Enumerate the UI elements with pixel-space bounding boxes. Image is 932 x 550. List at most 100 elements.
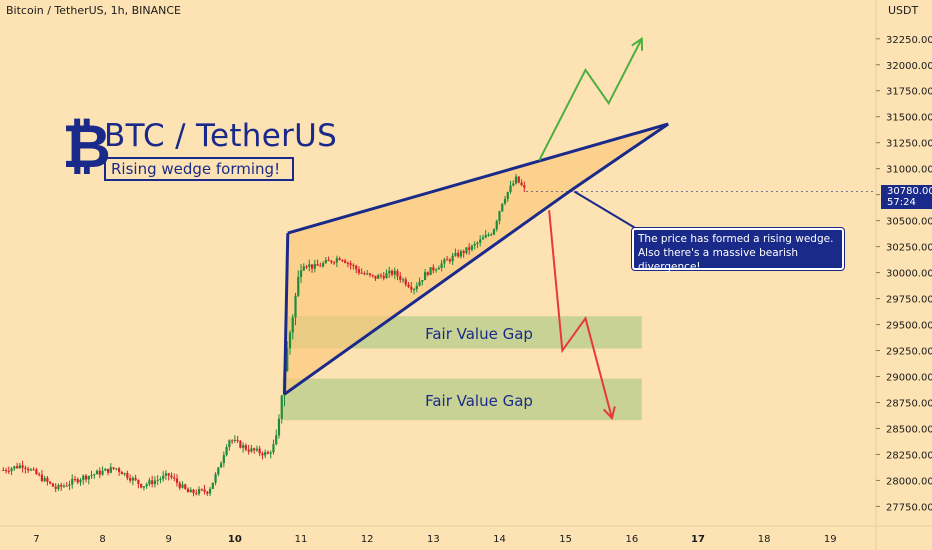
candle-body (189, 489, 192, 493)
candle-body (231, 440, 234, 442)
candle-body (324, 260, 327, 264)
candle-body (40, 474, 44, 482)
candle-body (7, 470, 10, 472)
candle-body (421, 280, 424, 282)
candle-body (484, 234, 487, 238)
candle-body (261, 453, 264, 456)
candle-body (4, 470, 8, 472)
candle-body (217, 467, 220, 475)
candle-body (349, 263, 352, 266)
candle-body (153, 480, 157, 485)
candle-body (313, 264, 316, 269)
y-tick-label: 29500.00 (886, 321, 932, 332)
candle-body (109, 467, 112, 473)
candle-body (495, 220, 498, 230)
candle-body (90, 475, 93, 477)
y-tick-label: 31750.00 (886, 87, 932, 98)
candle-body (60, 484, 63, 487)
candle-body (319, 265, 322, 267)
candle-body (117, 468, 121, 472)
x-tick-label: 7 (33, 534, 39, 545)
candle-body (277, 418, 281, 436)
candle-body (352, 265, 355, 267)
candle-body (366, 273, 369, 275)
candle-body (184, 484, 187, 489)
candle-body (137, 479, 140, 484)
last-price-tag: 30780.00 57:24 (881, 185, 932, 209)
candle-body (120, 471, 123, 475)
candle-body (459, 251, 463, 257)
candle-body (437, 267, 440, 270)
candle-body (54, 486, 57, 489)
candle-body (523, 185, 526, 188)
candle-body (35, 469, 38, 475)
candle-body (142, 486, 145, 488)
candle-body (470, 245, 474, 250)
wedge-upper-line (287, 122, 669, 235)
candle-body (32, 469, 35, 471)
candle-body (379, 275, 383, 277)
candle-body (368, 273, 372, 275)
candle-body (385, 273, 388, 279)
y-tick-label: 32250.00 (886, 35, 932, 46)
candle-body (186, 488, 190, 493)
candle-body (335, 258, 338, 263)
candle-body (239, 440, 242, 448)
candle-body (68, 484, 71, 486)
last-price-value: 30780.00 (887, 186, 932, 197)
candle-body (197, 489, 201, 494)
candle-body (440, 263, 443, 268)
candle-body (294, 295, 297, 318)
candle-body (27, 468, 30, 471)
candle-body (181, 484, 184, 488)
candle-body (355, 265, 358, 270)
candle-body (71, 478, 74, 485)
candle-body (426, 272, 429, 275)
y-tick-label: 28500.00 (886, 424, 932, 435)
bitcoin-icon: ₿ (62, 112, 111, 182)
candle-body (266, 452, 270, 454)
candle-body (412, 289, 416, 291)
candle-body (374, 275, 377, 279)
candle-body (498, 211, 501, 221)
candle-body (104, 468, 107, 471)
candle-body (272, 444, 275, 453)
wedge-callout: The price has formed a rising wedge. Als… (632, 228, 844, 273)
candle-body (468, 247, 471, 250)
candle-body (501, 203, 504, 212)
candle-body (492, 229, 496, 235)
candle-body (448, 259, 451, 262)
candle-body (465, 247, 468, 254)
candle-body (388, 270, 391, 274)
candle-body (346, 262, 349, 264)
candle-body (514, 176, 518, 184)
candle-body (21, 465, 24, 468)
candle-body (457, 252, 460, 257)
candle-body (134, 477, 137, 480)
y-tick-label: 30250.00 (886, 243, 932, 254)
candle-body (291, 317, 294, 333)
candle-body (399, 276, 402, 280)
y-tick-label: 29000.00 (886, 373, 932, 384)
candle-body (333, 262, 336, 264)
candle-body (242, 445, 245, 448)
candle-body (18, 465, 21, 469)
candle-body (418, 281, 421, 286)
x-tick-label: 11 (295, 534, 308, 545)
x-tick-label: 19 (824, 534, 837, 545)
candle-body (192, 489, 195, 494)
candle-body (269, 452, 272, 454)
candle-body (101, 470, 104, 475)
candle-body (308, 264, 311, 267)
y-tick-label: 31000.00 (886, 165, 932, 176)
candle-body (393, 270, 396, 275)
candle-body (211, 482, 214, 489)
candle-body (82, 475, 85, 481)
candle-body (76, 479, 79, 483)
candle-body (106, 468, 110, 473)
candle-body (84, 475, 88, 480)
candle-body (38, 474, 41, 476)
candle-body (253, 448, 256, 451)
candle-body (481, 237, 485, 240)
